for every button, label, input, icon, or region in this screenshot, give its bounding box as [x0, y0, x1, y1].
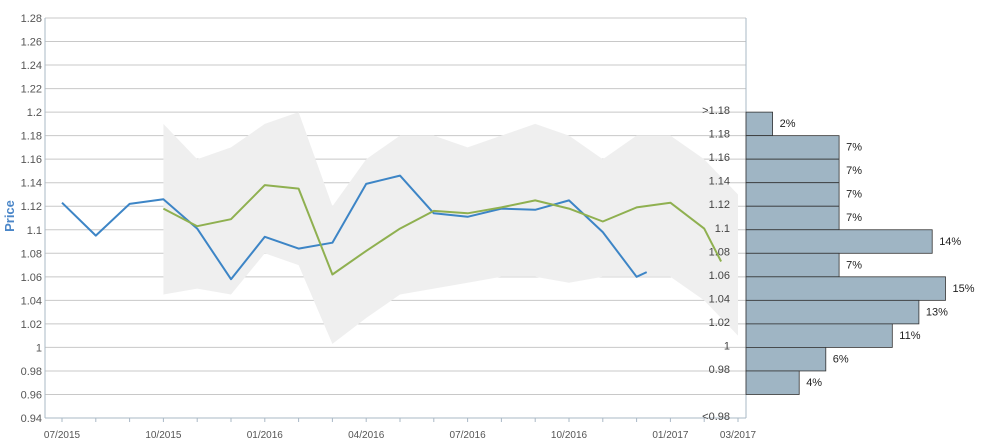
x-tick-label: 07/2016 — [450, 430, 487, 441]
y-tick-label: 1.16 — [21, 154, 42, 166]
forecast-line — [162, 184, 722, 276]
y-tick-label: 1.12 — [21, 201, 42, 213]
y-axis-ticks: 0.94 0.96 0.98 1 1.02 1.04 1.06 1.08 1.1 1.12 1.14… — [21, 13, 42, 425]
histogram-bucket-label: 1 — [724, 340, 730, 352]
y-tick-label: 1.14 — [21, 178, 42, 190]
x-tick-label: 01/2016 — [247, 430, 284, 441]
x-tick-label: 04/2016 — [348, 430, 385, 441]
x-tick-label: 07/2015 — [44, 430, 81, 441]
histogram-bar — [745, 252, 840, 278]
histogram-bucket-label: 1.08 — [709, 246, 730, 258]
histogram-bucket-label: 1.18 — [709, 129, 730, 141]
y-tick-label: 1.04 — [21, 295, 42, 307]
histogram-bar — [745, 158, 840, 184]
histogram-percent-label: 7% — [846, 189, 862, 201]
x-tick-label: 01/2017 — [652, 430, 689, 441]
y-tick-label: 1.18 — [21, 131, 42, 143]
x-tick-label: 10/2016 — [551, 430, 588, 441]
histogram-bar — [745, 370, 800, 395]
histogram-bucket-label: >1.18 — [702, 105, 730, 117]
histogram-bar — [745, 182, 840, 207]
histogram-bucket-label: 1.14 — [709, 176, 730, 188]
histogram-percent-label: 2% — [780, 118, 796, 130]
y-tick-label: 0.98 — [21, 366, 42, 378]
actual-line — [61, 174, 648, 281]
histogram-percent-label: 6% — [833, 353, 849, 365]
y-tick-label: 0.94 — [21, 413, 42, 425]
histogram-bucket-label: <0.98 — [702, 411, 730, 423]
x-tick-label: 10/2015 — [145, 430, 182, 441]
gridlines — [45, 17, 746, 419]
series-lines — [61, 174, 722, 281]
histogram-percent-label: 7% — [846, 259, 862, 271]
y-tick-label: 1.22 — [21, 84, 42, 96]
forecast-band — [163, 112, 738, 344]
x-axis-ticks: 07/2015 10/2015 01/2016 04/2016 07/2016 10/20… — [44, 430, 757, 441]
histogram-bucket-label: 1.1 — [715, 223, 730, 235]
histogram-percent-label: 11% — [899, 330, 920, 342]
histogram-bar — [745, 111, 774, 137]
histogram-percent-label: 13% — [926, 306, 948, 318]
histogram-bar — [745, 323, 893, 348]
y-tick-label: 1.26 — [21, 37, 42, 49]
y-tick-label: 0.96 — [21, 389, 42, 401]
histogram-bar — [745, 276, 946, 301]
histogram-percent-label: 7% — [846, 165, 862, 177]
y-tick-label: 1.24 — [21, 60, 42, 72]
y-tick-label: 1.2 — [27, 107, 42, 119]
y-tick-label: 1.02 — [21, 319, 42, 331]
histogram-percent-label: 4% — [806, 377, 822, 389]
histogram-bar — [745, 135, 840, 160]
histogram-bar — [745, 205, 840, 231]
probability-histogram: 2%>1.187%1.187%1.167%1.147%1.1214%1.17%1… — [702, 105, 975, 423]
histogram-bucket-label: 0.98 — [709, 364, 730, 376]
histogram-percent-label: 7% — [846, 212, 862, 224]
confidence-band — [163, 112, 738, 344]
y-tick-label: 1.06 — [21, 272, 42, 284]
x-tick-label: 03/2017 — [720, 430, 757, 441]
histogram-bucket-label: 1.04 — [709, 293, 730, 305]
histogram-bucket-label: 1.12 — [709, 199, 730, 211]
y-axis-label: Price — [2, 200, 17, 232]
histogram-bucket-label: 1.02 — [709, 317, 730, 329]
histogram-bar — [745, 299, 920, 325]
histogram-percent-label: 7% — [846, 142, 862, 154]
histogram-percent-label: 15% — [953, 283, 975, 295]
histogram-bar — [745, 347, 827, 372]
y-tick-label: 1.1 — [27, 225, 42, 237]
histogram-bar — [745, 229, 933, 254]
histogram-bucket-label: 1.06 — [709, 270, 730, 282]
y-tick-label: 1.08 — [21, 248, 42, 260]
histogram-percent-label: 14% — [939, 236, 961, 248]
histogram-bucket-label: 1.16 — [709, 152, 730, 164]
y-tick-label: 1 — [36, 342, 42, 354]
y-tick-label: 1.28 — [21, 13, 42, 25]
